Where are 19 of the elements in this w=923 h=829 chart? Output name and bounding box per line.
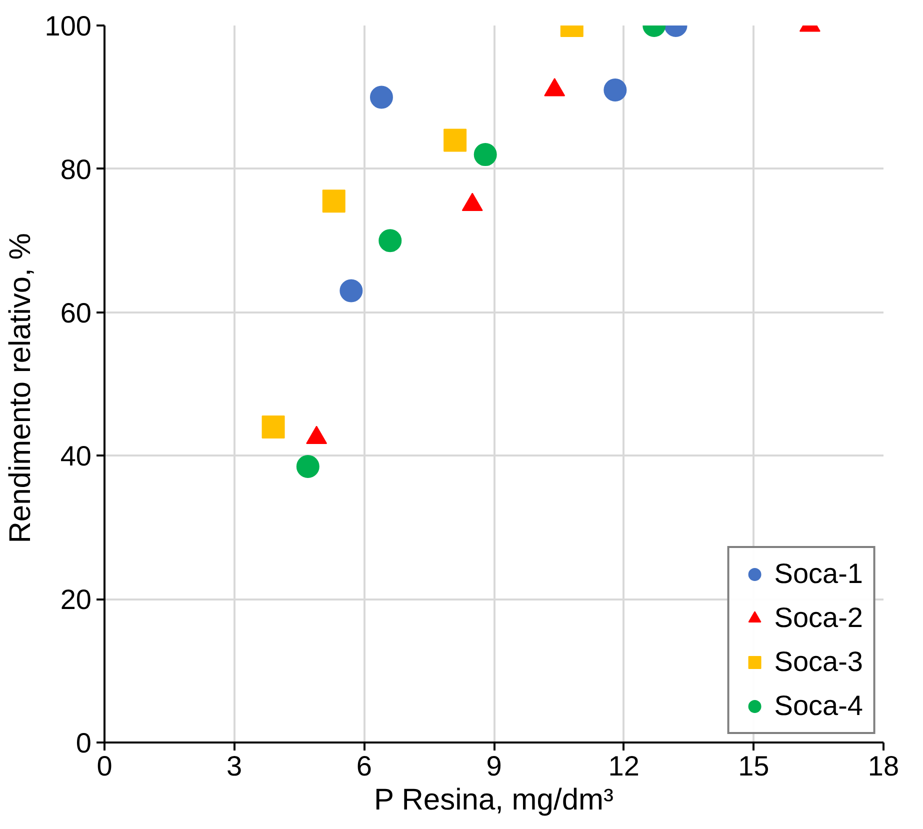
y-tick-label: 100 bbox=[44, 10, 92, 42]
x-tick-label: 18 bbox=[868, 750, 900, 782]
y-tick-label: 0 bbox=[76, 728, 92, 758]
y-tick-label: 20 bbox=[60, 584, 92, 616]
legend-label: Soca-1 bbox=[774, 558, 863, 590]
legend-label: Soca-4 bbox=[774, 690, 863, 722]
y-tick-label: 60 bbox=[60, 297, 92, 328]
x-tick-label: 3 bbox=[226, 750, 242, 782]
x-tick-label: 12 bbox=[608, 750, 640, 782]
y-tick-label: 40 bbox=[60, 440, 92, 472]
y-tick-label: 80 bbox=[60, 154, 92, 185]
legend-label: Soca-2 bbox=[774, 602, 863, 634]
x-tick-label: 6 bbox=[356, 750, 372, 782]
x-tick-label: 9 bbox=[486, 750, 502, 782]
x-tick-label: 15 bbox=[738, 750, 770, 782]
legend-label: Soca-3 bbox=[774, 646, 863, 678]
y-axis-title: Rendimento relativo, % bbox=[4, 233, 37, 544]
x-axis-title: P Resina, mg/dm³ bbox=[374, 784, 614, 816]
x-tick-label: 0 bbox=[96, 750, 112, 782]
